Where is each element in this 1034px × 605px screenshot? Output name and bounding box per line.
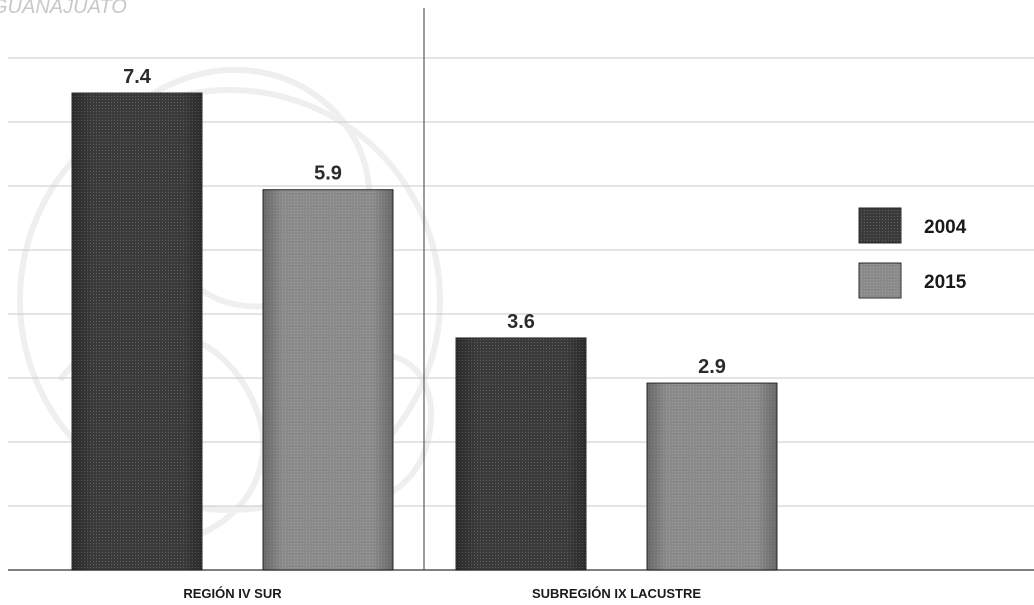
value-labels: 7.4 5.9 3.6 2.9 (123, 66, 726, 378)
bars (71, 92, 778, 571)
watermark-text: GUANAJUATO (0, 0, 127, 18)
value-label: 3.6 (507, 311, 535, 333)
bar-shade (456, 337, 586, 570)
value-label: 2.9 (698, 356, 726, 378)
value-label: 7.4 (123, 66, 152, 88)
bar-shade (72, 93, 202, 570)
legend-label: 2015 (924, 272, 967, 293)
bar-shade (647, 383, 777, 570)
category-labels: REGIÓN IV SUR SUBREGIÓN IX LACUSTRE (183, 586, 701, 601)
value-label: 5.9 (314, 163, 342, 185)
category-label: SUBREGIÓN IX LACUSTRE (532, 586, 701, 601)
legend-label: 2004 (924, 217, 967, 238)
legend-swatch-texture (859, 263, 901, 298)
bar-shade (263, 189, 393, 570)
category-label: REGIÓN IV SUR (183, 586, 282, 601)
legend-swatch-texture (859, 208, 901, 243)
legend: 2004 2015 (858, 207, 967, 299)
